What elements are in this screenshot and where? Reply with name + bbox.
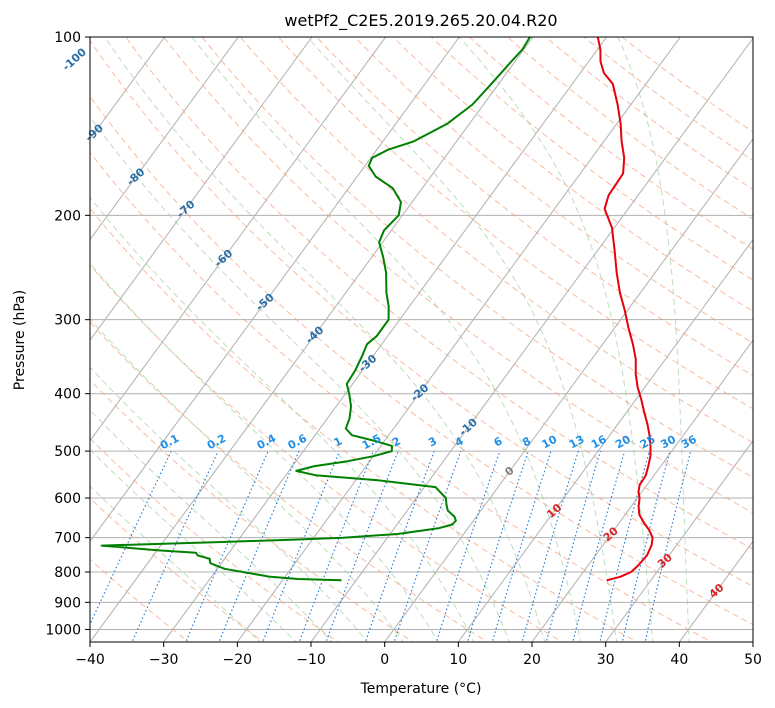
chart-title: wetPf2_C2E5.2019.265.20.04.R20 xyxy=(284,11,557,31)
x-tick-label: −30 xyxy=(149,652,179,668)
isotherm-line xyxy=(236,37,681,642)
isotherm-line xyxy=(90,37,534,642)
y-tick-label: 300 xyxy=(54,313,81,329)
mixing-ratio-line xyxy=(521,450,579,642)
dry-adiabat-line xyxy=(90,95,753,626)
moist-adiabat-line xyxy=(104,37,546,642)
mixing-ratio-line xyxy=(572,450,626,642)
mixing-ratio-line xyxy=(262,450,341,642)
moist-adiabat-line xyxy=(90,448,298,642)
x-tick-label: 0 xyxy=(380,652,389,668)
mixing-ratio-line xyxy=(644,450,692,642)
y-tick-label: 600 xyxy=(54,491,81,507)
dry-adiabat-line xyxy=(125,37,753,550)
dry-adiabat-line xyxy=(90,264,564,642)
mixing-ratio-line xyxy=(90,450,172,626)
isotherm-line xyxy=(90,37,387,442)
mixing-ratio-label: 13 xyxy=(567,433,587,452)
dry-adiabat-line xyxy=(90,437,340,642)
plot-frame xyxy=(89,36,754,643)
y-tick-label: 700 xyxy=(54,531,81,547)
mixing-ratio-label: 20 xyxy=(613,433,633,452)
dry-adiabat-line xyxy=(90,497,265,642)
mixing-ratio-line xyxy=(545,450,602,642)
y-tick-label: 800 xyxy=(54,565,81,581)
y-tick-label: 100 xyxy=(54,30,81,46)
y-axis-label: Pressure (hPa) xyxy=(12,290,28,390)
mixing-ratio-label: 30 xyxy=(658,433,678,452)
moist-adiabat-line xyxy=(617,37,690,642)
dry-adiabat-line xyxy=(90,151,713,642)
dewpoint-profile-line xyxy=(100,37,531,582)
y-tick-label: 1000 xyxy=(45,622,81,638)
x-tick-label: −10 xyxy=(296,652,326,668)
mixing-ratio-line xyxy=(298,450,374,642)
y-tick-label: 400 xyxy=(54,387,81,403)
moist-adiabat-line xyxy=(191,37,582,642)
moist-adiabat-line xyxy=(90,485,261,642)
mixing-ratio-label: 10 xyxy=(540,433,560,452)
mixing-ratio-line xyxy=(621,450,671,642)
moist-adiabat-line xyxy=(307,37,618,642)
dry-adiabat-line xyxy=(163,37,753,514)
x-tick-label: 20 xyxy=(523,652,541,668)
x-tick-label: 30 xyxy=(597,652,615,668)
mixing-ratio-line xyxy=(466,450,529,642)
y-tick-label: 200 xyxy=(54,208,81,224)
moist-adiabat-line xyxy=(90,116,510,642)
isotherm-line xyxy=(457,238,753,642)
moist-adiabat-line xyxy=(90,262,440,642)
dry-adiabat-line xyxy=(277,37,753,410)
isotherm-line xyxy=(605,439,753,642)
isotherm-line xyxy=(310,37,753,642)
y-tick-label: 900 xyxy=(54,595,81,611)
moist-adiabat-line xyxy=(90,409,333,642)
mixing-ratio-line xyxy=(393,450,462,642)
profile-series xyxy=(100,37,654,582)
mixing-ratio-line xyxy=(599,450,650,642)
moist-adiabats xyxy=(90,37,690,642)
dry-adiabat-line xyxy=(90,321,489,642)
axes: −40 −30 −20 −10 0 10 20 30 40 50 1000 900 800 700 600 5… xyxy=(45,30,762,668)
mixing-ratio-line xyxy=(218,450,300,642)
isotherm-line xyxy=(531,339,753,642)
temperature-profile-line xyxy=(596,37,654,582)
x-tick-label: 10 xyxy=(449,652,467,668)
x-tick-label: −40 xyxy=(75,652,105,668)
x-tick-label: 50 xyxy=(744,652,762,668)
dry-adiabat-line xyxy=(90,207,639,642)
isotherm-line xyxy=(90,37,166,140)
mixing-ratio-label: 25 xyxy=(638,433,658,452)
mixing-ratio-lines xyxy=(90,450,692,642)
mixing-ratio-line xyxy=(435,450,501,642)
y-tick-label: 500 xyxy=(54,444,81,460)
mixing-ratio-line xyxy=(491,450,552,642)
mixing-ratio-label: 16 xyxy=(589,433,609,452)
dry-adiabat-line xyxy=(430,37,753,281)
isotherm-line xyxy=(384,138,753,642)
x-tick-label: 40 xyxy=(670,652,688,668)
mixing-ratio-line xyxy=(364,450,435,642)
mixing-ratio-label: 36 xyxy=(679,433,699,452)
dry-adiabat-line xyxy=(315,37,753,377)
x-axis-label: Temperature (°C) xyxy=(360,681,482,697)
mixing-ratio-line xyxy=(325,450,399,642)
x-tick-label: −20 xyxy=(223,652,253,668)
dry-adiabat-line xyxy=(90,39,753,587)
dry-adiabats xyxy=(90,37,753,642)
dry-adiabat-line xyxy=(90,379,414,642)
dry-adiabat-line xyxy=(239,37,753,444)
moist-adiabat-line xyxy=(90,318,404,642)
